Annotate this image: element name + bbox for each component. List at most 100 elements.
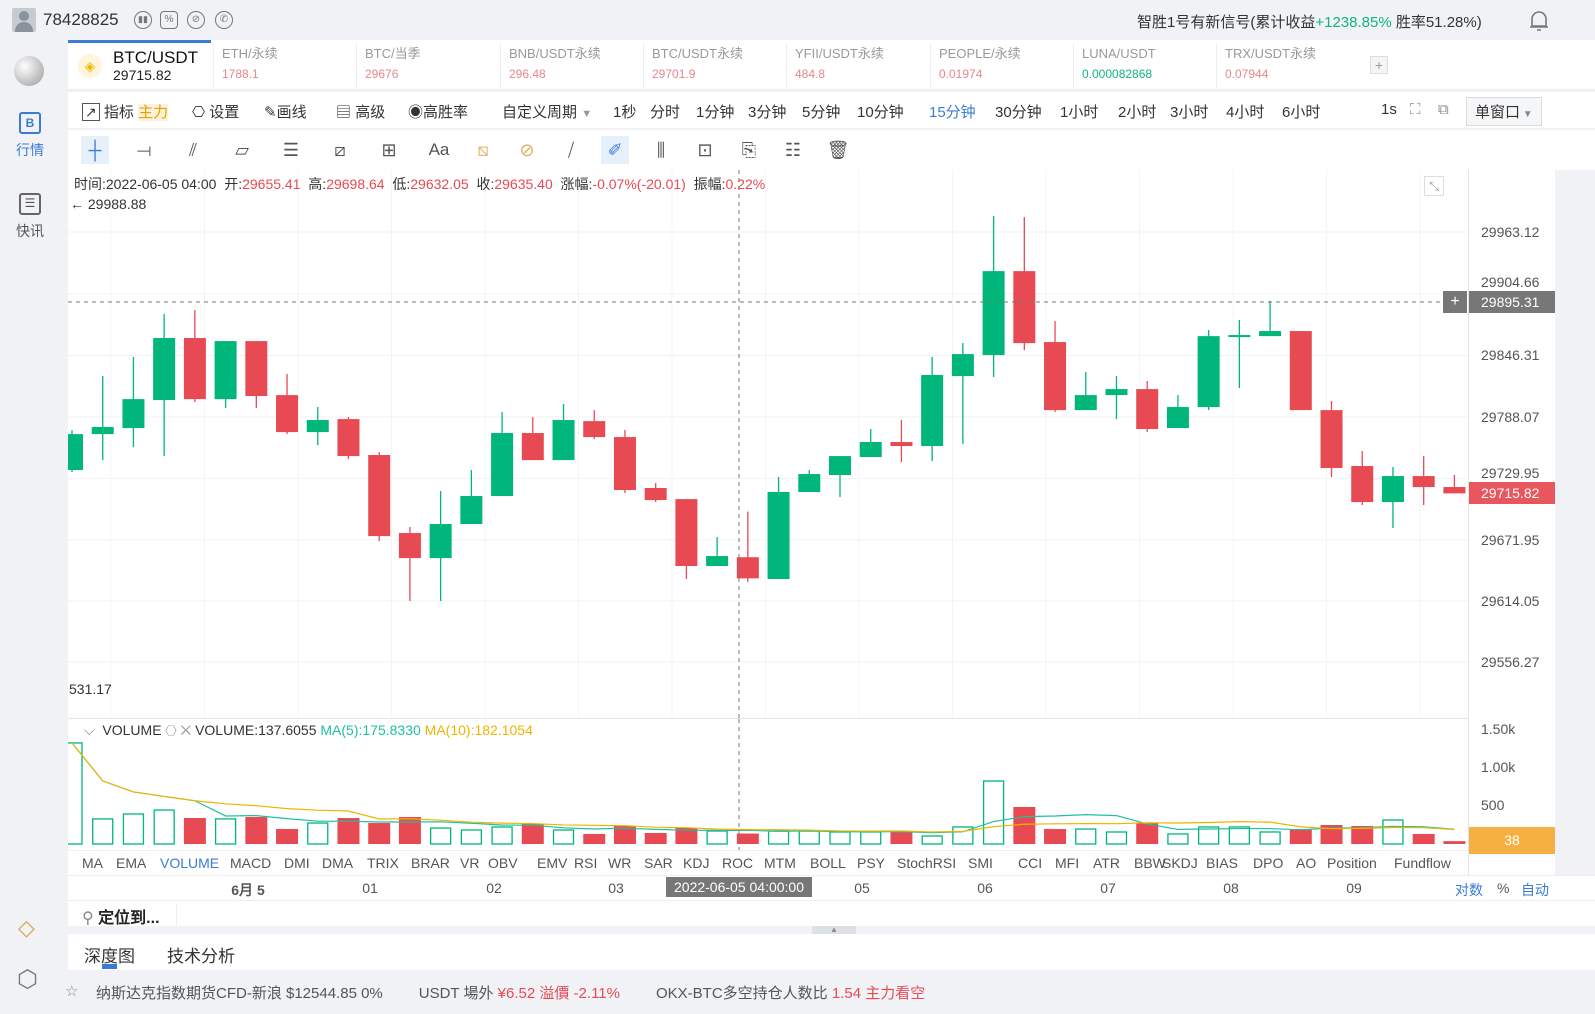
main-force-badge[interactable]: 主力 [138, 104, 169, 121]
indicator-tab-bbw[interactable]: BBW [1134, 855, 1166, 871]
indicator-tab-macd[interactable]: MACD [230, 855, 272, 871]
bookmark-tool-icon[interactable]: ⎘ [741, 140, 757, 160]
indicator-tab-rsi[interactable]: RSI [574, 855, 598, 871]
horizontal-line-tool-icon[interactable]: ⟞ [136, 140, 152, 160]
indicator-tab-mfi[interactable]: MFI [1055, 855, 1080, 871]
candle-tool-icon[interactable]: ⫼ [656, 140, 666, 160]
indicator-tab-trix[interactable]: TRIX [367, 855, 399, 871]
percent-scale-toggle[interactable]: % [1497, 880, 1510, 896]
indicator-tab-bias[interactable]: BIAS [1206, 855, 1238, 871]
indicator-tab-ma[interactable]: MA [82, 855, 103, 871]
star-icon[interactable]: ☆ [65, 983, 79, 1000]
link-gold-tool-icon[interactable]: ⊘ [519, 140, 535, 160]
avatar[interactable] [12, 8, 36, 32]
indicator-tab-stochrsi[interactable]: StochRSI [897, 855, 957, 871]
ticker-tab[interactable]: PEOPLE/永续 0.01974 [930, 44, 1070, 88]
badge-percent-icon[interactable]: % [160, 11, 178, 29]
settings-button[interactable]: ⎔ 设置 [192, 101, 239, 122]
edit-list-tool-icon[interactable]: ☷ [784, 140, 802, 160]
indicator-tab-cci[interactable]: CCI [1018, 855, 1043, 871]
add-ticker-button[interactable]: + [1370, 56, 1388, 74]
parallel-lines-tool-icon[interactable]: ☰ [282, 140, 300, 160]
volume-settings-icon[interactable]: ⎔ [165, 722, 177, 738]
rectangle-tool-icon[interactable]: ▱ [235, 140, 249, 160]
period-8[interactable]: 1小时 [1060, 104, 1099, 121]
period-9[interactable]: 2小时 [1118, 104, 1157, 121]
period-3[interactable]: 3分钟 [748, 104, 787, 121]
fullscreen-icon[interactable]: ⛶ [1410, 101, 1421, 118]
indicator-tab-smi[interactable]: SMI [968, 855, 993, 871]
parallelogram-tool-icon[interactable]: ⧄ [334, 140, 346, 160]
ticker-tab[interactable]: ETH/永续 1788.1 [213, 44, 353, 88]
price-axis[interactable]: 29963.12 29904.66 29846.31 29788.07 29729.95… [1443, 170, 1555, 875]
indicator-tab-volume[interactable]: VOLUME [160, 855, 220, 871]
indicator-tab-psy[interactable]: PSY [857, 855, 886, 871]
period-11[interactable]: 4小时 [1226, 104, 1265, 121]
trend-line-tool-icon[interactable]: ⫽ [188, 140, 198, 160]
auto-scale-toggle[interactable]: 自动 [1521, 882, 1549, 898]
indicator-tab-fundflow[interactable]: Fundflow [1394, 855, 1451, 871]
volume-close-icon[interactable]: ✕ [180, 722, 192, 738]
news-item[interactable]: USDT 場外 ¥6.52 溢價 -2.11% [419, 985, 620, 1002]
ticker-tab[interactable]: YFII/USDT永续 484.8 [786, 44, 926, 88]
indicator-tab-emv[interactable]: EMV [537, 855, 568, 871]
text-tool-icon[interactable]: Aa [428, 140, 450, 159]
volume-svg[interactable] [68, 719, 1468, 851]
ticker-tab[interactable]: BNB/USDT永续 296.48 [500, 44, 640, 88]
ticker-tab[interactable]: BTC/当季 29676 [356, 44, 496, 88]
indicator-tab-dpo[interactable]: DPO [1253, 855, 1284, 871]
signal-notice[interactable]: 智胜1号有新信号(累计收益+1238.85% 胜率51.28%) [1137, 11, 1482, 32]
crosshair-add-button[interactable]: + [1443, 291, 1467, 313]
indicator-tab-position[interactable]: Position [1327, 855, 1377, 871]
indicator-tab-obv[interactable]: OBV [488, 855, 518, 871]
window-mode-dropdown[interactable]: 单窗口 ▼ [1466, 97, 1542, 126]
badge-phone-icon[interactable]: ✆ [215, 11, 233, 29]
locate-button[interactable]: ⚲ 定位到... [82, 904, 177, 927]
period-10[interactable]: 3小时 [1170, 104, 1209, 121]
time-axis[interactable]: 6月 5 01 02 03 2022-06-05 04:00:00 05 06 07 08 09 … [68, 875, 1595, 900]
lock-tool-icon[interactable]: ⊡ [697, 140, 713, 160]
crosshair-tool-icon[interactable]: ┼ [81, 136, 109, 164]
indicator-tab-ema[interactable]: EMA [116, 855, 147, 871]
custom-period-dropdown[interactable]: 自定义周期 ▼ [502, 101, 592, 122]
indicator-tab-skdj[interactable]: SKDJ [1162, 855, 1198, 871]
badge-vip-icon[interactable]: ▮▮ [134, 11, 152, 29]
news-ticker[interactable]: ☆ 纳斯达克指数期货CFD-新浪 $12544.85 0% USDT 場外 ¥6.… [60, 978, 1595, 1014]
badge-compass-icon[interactable]: ⊘ [187, 11, 205, 29]
sidebar-item-market[interactable]: B 行情 [0, 112, 60, 160]
ticker-tab[interactable]: BTC/USDT永续 29701.9 [643, 44, 783, 88]
indicator-tab-dma[interactable]: DMA [322, 855, 354, 871]
expand-icon[interactable]: ⤡ [1424, 176, 1444, 196]
indicator-tab-roc[interactable]: ROC [722, 855, 754, 871]
period-7[interactable]: 30分钟 [995, 104, 1042, 121]
indicator-button[interactable]: ↗ 指标 主力 [82, 101, 169, 122]
volume-pane[interactable]: ⌵ VOLUME ⎔ ✕ VOLUME:137.6055 MA(5):175.8… [68, 718, 1468, 851]
indicator-tab-brar[interactable]: BRAR [411, 855, 450, 871]
period-2[interactable]: 1分钟 [696, 104, 735, 121]
ruler-gold-tool-icon[interactable]: ⧅ [477, 140, 489, 160]
collapse-chevron-icon[interactable]: ⌵ [84, 722, 95, 738]
logo[interactable] [14, 56, 44, 86]
period-0[interactable]: 1秒 [613, 104, 637, 121]
panel-resize-handle[interactable]: ▲ [812, 926, 856, 934]
period-1[interactable]: 分时 [650, 104, 681, 121]
trash-icon[interactable]: 🗑 [826, 140, 850, 160]
indicator-tab-sar[interactable]: SAR [644, 855, 673, 871]
tab-technical-analysis[interactable]: 技术分析 [167, 947, 235, 966]
ticker-tab[interactable]: LUNA/USDT 0.000082868 [1073, 44, 1213, 88]
indicator-tab-mtm[interactable]: MTM [764, 855, 796, 871]
win-rate-button[interactable]: ◉高胜率 [408, 101, 468, 122]
indicator-tab-ao[interactable]: AO [1296, 855, 1317, 871]
interval-button[interactable]: 1s [1381, 101, 1397, 118]
period-4[interactable]: 5分钟 [802, 104, 841, 121]
bell-icon[interactable] [1528, 9, 1550, 33]
indicator-tab-wr[interactable]: WR [608, 855, 632, 871]
indicator-tab-boll[interactable]: BOLL [810, 855, 846, 871]
measure-box-tool-icon[interactable]: ⊞ [381, 140, 397, 160]
news-item[interactable]: 纳斯达克指数期货CFD-新浪 $12544.85 0% [96, 985, 383, 1002]
ticker-tab[interactable]: TRX/USDT永续 0.07944 [1216, 44, 1356, 88]
settings-hex-icon[interactable]: ⬡ [17, 966, 38, 993]
brush-tool-icon[interactable]: ✐ [601, 136, 629, 164]
period-6[interactable]: 15分钟 [929, 104, 976, 121]
tab-depth-chart[interactable]: 深度图 [84, 947, 135, 966]
